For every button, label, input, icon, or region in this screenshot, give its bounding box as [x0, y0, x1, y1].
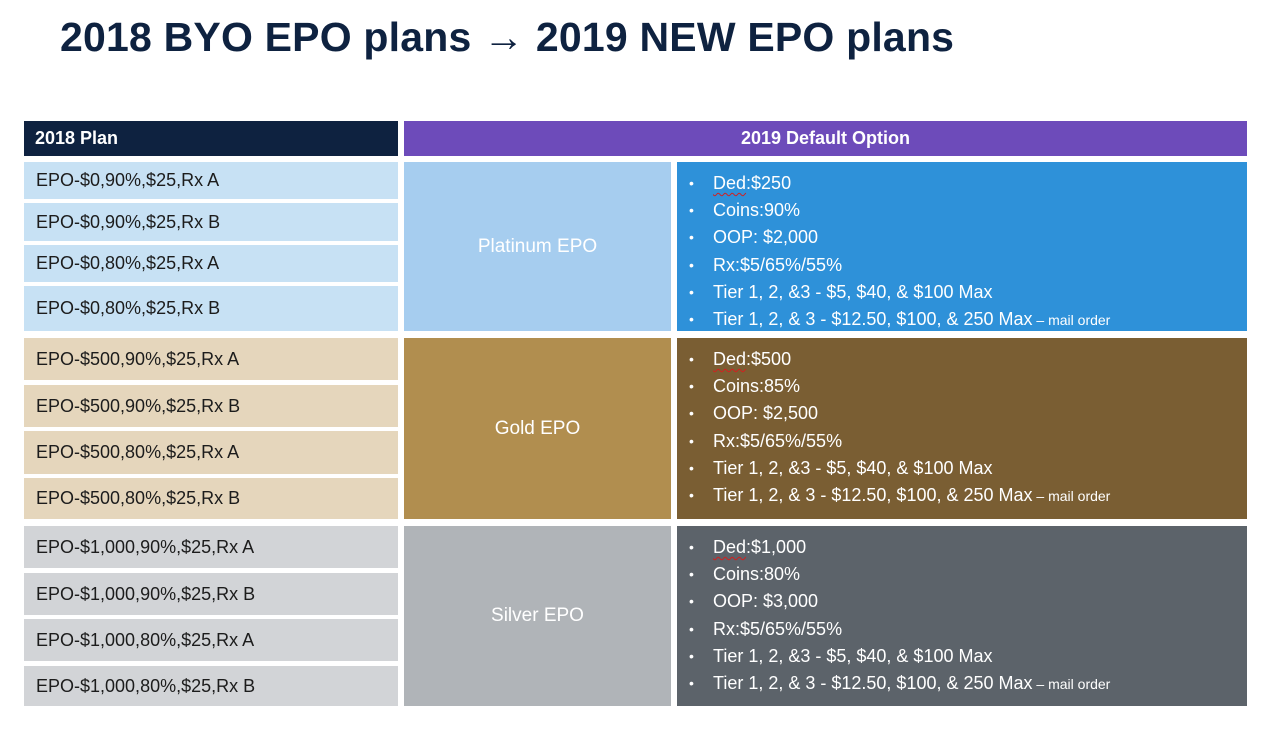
detail-item: • Coins:80% [689, 564, 801, 585]
detail-item: • Coins:90% [689, 200, 801, 221]
plan-row-platinum-1: EPO-$0,90%,$25,Rx A [24, 162, 398, 199]
detail-item: • Coins:85% [689, 376, 801, 397]
detail-item: • OOP: $2,500 [689, 403, 819, 424]
plan-row-silver-2: EPO-$1,000,90%,$25,Rx B [24, 573, 398, 615]
plan-row-gold-3: EPO-$500,80%,$25,Rx A [24, 431, 398, 474]
detail-item: • Tier 1, 2, &3 - $5, $40, & $100 Max [689, 281, 993, 302]
detail-item: • Tier 1, 2, &3 - $5, $40, & $100 Max [689, 645, 993, 666]
detail-item: • Tier 1, 2, & 3 - $12.50, $100, & 250 Ma… [689, 308, 1111, 329]
gold-epo-label: Gold EPO [404, 338, 671, 519]
detail-item: • OOP: $3,000 [689, 591, 819, 612]
plan-row-gold-2: EPO-$500,90%,$25,Rx B [24, 385, 398, 427]
header-2019-default-option: 2019 Default Option [404, 121, 1247, 156]
platinum-epo-details: • Ded:$250 • Coins:90% • OOP: $2,000 • Rx:$5… [677, 162, 1247, 331]
plan-row-platinum-3: EPO-$0,80%,$25,Rx A [24, 245, 398, 282]
silver-epo-details: • Ded:$1,000 • Coins:80% • OOP: $3,000 • Rx:… [677, 526, 1247, 706]
platinum-epo-label: Platinum EPO [404, 162, 671, 331]
detail-item: • Ded:$500 [689, 349, 792, 369]
header-2018-plan: 2018 Plan [24, 121, 398, 156]
gold-epo-details: • Ded:$500 • Coins:85% • OOP: $2,500 • Rx:$5… [677, 338, 1247, 519]
plan-row-platinum-2: EPO-$0,90%,$25,Rx B [24, 203, 398, 241]
detail-item: • Ded:$250 [689, 173, 792, 193]
detail-item: • OOP: $2,000 [689, 227, 819, 248]
plan-row-silver-1: EPO-$1,000,90%,$25,Rx A [24, 526, 398, 568]
page-title: 2018 BYO EPO plans → 2019 NEW EPO plans [60, 14, 955, 60]
silver-epo-label: Silver EPO [404, 526, 671, 706]
detail-item: • Rx:$5/65%/55% [689, 430, 843, 451]
detail-item: • Tier 1, 2, & 3 - $12.50, $100, & 250 Ma… [689, 484, 1111, 505]
detail-item: • Rx:$5/65%/55% [689, 254, 843, 275]
detail-item: • Tier 1, 2, &3 - $5, $40, & $100 Max [689, 457, 993, 478]
plan-row-silver-4: EPO-$1,000,80%,$25,Rx B [24, 666, 398, 706]
detail-item: • Rx:$5/65%/55% [689, 618, 843, 639]
detail-item: • Ded:$1,000 [689, 537, 807, 557]
detail-item: • Tier 1, 2, & 3 - $12.50, $100, & 250 Ma… [689, 672, 1111, 693]
plan-row-gold-1: EPO-$500,90%,$25,Rx A [24, 338, 398, 380]
plan-row-silver-3: EPO-$1,000,80%,$25,Rx A [24, 619, 398, 661]
plan-row-platinum-4: EPO-$0,80%,$25,Rx B [24, 286, 398, 331]
plan-row-gold-4: EPO-$500,80%,$25,Rx B [24, 478, 398, 519]
